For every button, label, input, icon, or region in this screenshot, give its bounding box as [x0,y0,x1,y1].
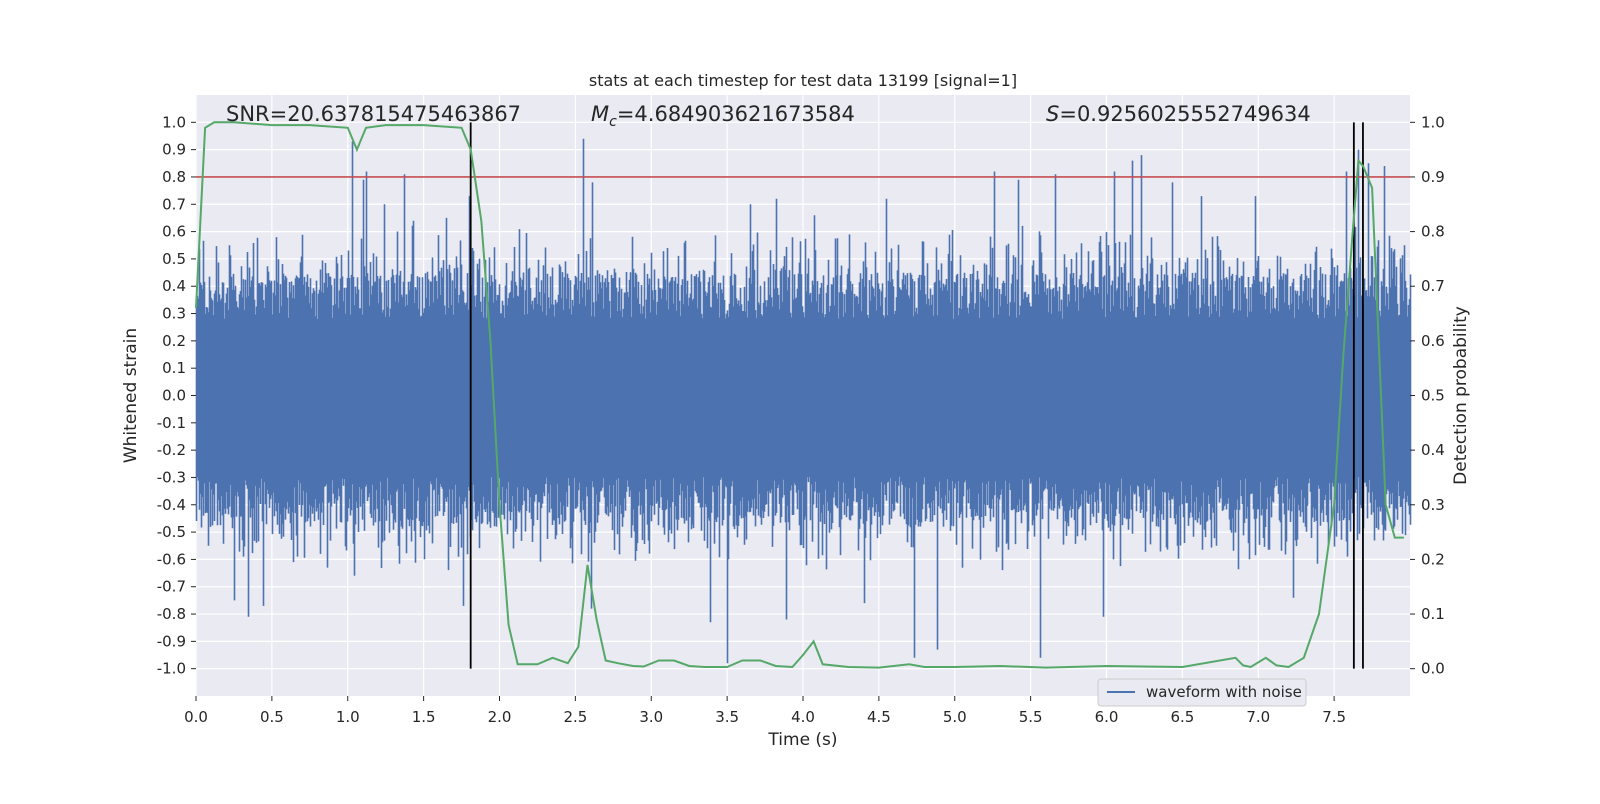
y-left-tick-label: -1.0 [157,660,186,678]
y-right-tick-label: 0.2 [1421,550,1445,568]
y-axis-label-right: Detection probability [1451,306,1471,485]
x-tick-label: 4.5 [867,708,891,726]
y-left-tick-label: 0.7 [162,195,186,213]
y-left-tick-label: 0.9 [162,141,186,159]
x-tick-label: 4.0 [791,708,815,726]
x-tick-label: 2.5 [563,708,587,726]
detection-probability-series [195,121,1404,669]
waveform-path [195,138,1412,664]
chart-title: stats at each timestep for test data 131… [589,71,1017,90]
y-left-tick-label: 1.0 [162,113,186,131]
y-left-tick-label: 0.1 [162,359,186,377]
chirp-mass-annotation: Mc=4.684903621673584 [591,102,855,130]
x-tick-label: 5.5 [1019,708,1043,726]
y-left-tick-label: 0.3 [162,305,186,323]
axes: 0.0 0.5 1.0 1.5 2.0 2.5 3.0 3.5 4.0 4.5 5.0 5.5 6.0 6… [157,113,1445,726]
probability-line [195,121,1404,669]
mc-subscript: c [609,114,617,130]
x-tick-label: 3.5 [715,708,739,726]
y-left-tick-label: 0.6 [162,223,186,241]
x-tick-label: 7.5 [1322,708,1346,726]
x-tick-label: 0.5 [260,708,284,726]
y-left-tick-label: 0.2 [162,332,186,350]
x-axis-label: Time (s) [767,730,837,750]
y-right-tick-label: 0.7 [1421,277,1445,295]
y-right-tick-label: 0.1 [1421,605,1445,623]
waveform-series [195,138,1412,664]
y-right-tick-label: 1.0 [1421,113,1445,131]
y-axis-label-left: Whitened strain [121,328,141,463]
x-tick-label: 6.5 [1170,708,1194,726]
x-tick-label: 5.0 [943,708,967,726]
y-left-tick-label: -0.1 [157,414,186,432]
y-left-tick-label: -0.4 [157,496,186,514]
y-right-tick-label: 0.6 [1421,332,1445,350]
y-right-tick-label: 0.8 [1421,223,1445,241]
y-left-tick-label: -0.6 [157,550,186,568]
x-tick-label: 0.0 [184,708,208,726]
y-left-tick-label: -0.8 [157,605,186,623]
x-tick-label: 1.5 [412,708,436,726]
x-tick-label: 2.0 [488,708,512,726]
legend: waveform with noise [1097,678,1307,707]
y-left-tick-label: -0.5 [157,523,186,541]
y-left-tick-label: 0.5 [162,250,186,268]
x-tick-label: 3.0 [639,708,663,726]
y-right-tick-label: 0.0 [1421,660,1445,678]
y-right-tick-label: 0.3 [1421,496,1445,514]
y-left-tick-label: -0.9 [157,632,186,650]
snr-annotation: SNR=20.637815475463867 [226,102,521,126]
legend-entry-waveform: waveform with noise [1146,683,1302,701]
x-tick-label: 7.0 [1246,708,1270,726]
x-tick-label: 6.0 [1095,708,1119,726]
y-left-tick-label: 0.4 [162,277,186,295]
s-annotation: S=0.9256025552749634 [1046,102,1311,126]
y-right-tick-label: 0.4 [1421,441,1445,459]
x-tick-label: 1.0 [336,708,360,726]
y-left-tick-label: -0.3 [157,468,186,486]
mc-symbol: M [591,102,609,126]
y-left-tick-label: 0.0 [162,387,186,405]
y-left-tick-label: -0.7 [157,578,186,596]
s-value: =0.9256025552749634 [1059,102,1310,126]
s-symbol: S [1046,102,1059,126]
legend-box [1097,678,1307,707]
mc-value: =4.684903621673584 [617,102,855,126]
y-right-tick-label: 0.9 [1421,168,1445,186]
y-left-tick-label: -0.2 [157,441,186,459]
y-right-tick-label: 0.5 [1421,387,1445,405]
y-left-tick-label: 0.8 [162,168,186,186]
